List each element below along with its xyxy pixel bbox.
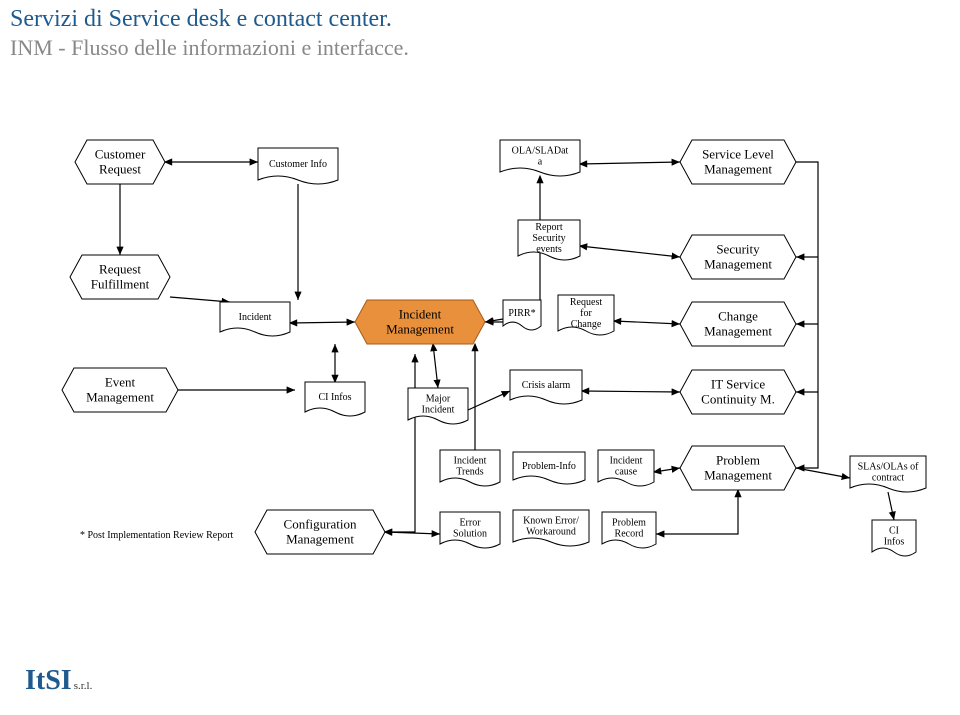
footnote: * Post Implementation Review Report [80, 530, 233, 541]
svg-text:Management: Management [704, 468, 772, 483]
svg-text:Customer Info: Customer Info [269, 159, 327, 170]
svg-text:for: for [580, 308, 592, 319]
svg-text:Incident: Incident [454, 456, 487, 467]
svg-text:a: a [538, 157, 543, 168]
svg-text:CI Infos: CI Infos [318, 392, 351, 403]
svg-text:Configuration: Configuration [284, 517, 357, 532]
svg-text:Request: Request [99, 262, 141, 277]
svg-text:Request: Request [99, 162, 141, 177]
svg-text:Fulfillment: Fulfillment [91, 277, 150, 292]
svg-text:SLAs/OLAs of: SLAs/OLAs of [858, 462, 920, 473]
svg-text:Management: Management [386, 322, 454, 337]
svg-text:Security: Security [532, 233, 565, 244]
svg-text:Event: Event [105, 375, 136, 390]
svg-text:Management: Management [704, 257, 772, 272]
svg-text:Report: Report [535, 222, 562, 233]
svg-text:cause: cause [615, 467, 638, 478]
svg-text:Incident: Incident [399, 307, 442, 322]
svg-text:Customer: Customer [95, 147, 146, 162]
svg-text:Problem: Problem [612, 518, 646, 529]
svg-text:Incident: Incident [239, 312, 272, 323]
svg-text:Incident: Incident [422, 405, 455, 416]
svg-text:Known Error/: Known Error/ [523, 516, 579, 527]
svg-text:Change: Change [571, 319, 602, 330]
svg-text:Request: Request [570, 297, 602, 308]
svg-text:OLA/SLADat: OLA/SLADat [512, 146, 569, 157]
svg-text:Workaround: Workaround [526, 527, 576, 538]
svg-text:Service Level: Service Level [702, 147, 774, 162]
svg-text:Continuity M.: Continuity M. [701, 392, 775, 407]
svg-text:CI: CI [889, 526, 899, 537]
svg-text:Problem-Info: Problem-Info [522, 461, 576, 472]
logo: ItSIs.r.l. [25, 665, 92, 697]
svg-text:Major: Major [426, 394, 451, 405]
svg-text:Record: Record [615, 529, 644, 540]
diagram-canvas: CustomerRequestRequestFulfillmentEventMa… [0, 0, 960, 715]
svg-text:Infos: Infos [884, 537, 905, 548]
svg-text:PIRR*: PIRR* [508, 308, 535, 319]
svg-text:Management: Management [286, 532, 354, 547]
svg-text:IT Service: IT Service [711, 377, 765, 392]
svg-text:Crisis alarm: Crisis alarm [522, 380, 571, 391]
svg-text:Management: Management [704, 324, 772, 339]
svg-text:contract: contract [872, 473, 904, 484]
svg-text:Trends: Trends [456, 467, 484, 478]
svg-text:Solution: Solution [453, 529, 487, 540]
svg-text:Error: Error [459, 518, 481, 529]
svg-text:Change: Change [718, 309, 758, 324]
svg-text:Incident: Incident [610, 456, 643, 467]
svg-text:Problem: Problem [716, 453, 760, 468]
svg-text:Management: Management [704, 162, 772, 177]
svg-text:events: events [536, 244, 562, 255]
svg-text:Management: Management [86, 390, 154, 405]
svg-text:Security: Security [716, 242, 760, 257]
